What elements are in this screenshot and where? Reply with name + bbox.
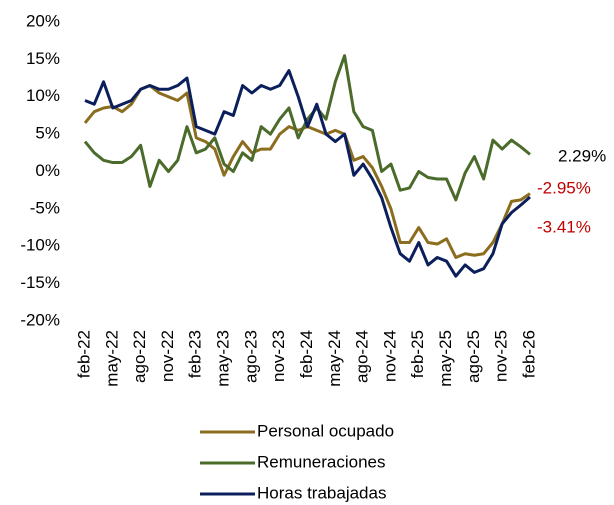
end-label: -2.95% [537,178,591,197]
end-label: 2.29% [558,146,606,165]
legend-label: Remuneraciones [257,452,386,471]
y-tick-label: -10% [20,236,60,255]
x-tick-label: ago-25 [464,330,483,383]
x-tick-label: nov-23 [269,330,288,382]
x-tick-label: may-23 [214,330,233,387]
legend-label: Personal ocupado [257,421,394,440]
x-tick-label: may-22 [102,330,121,387]
y-tick-label: 15% [26,49,60,68]
series-line [83,54,531,202]
end-label: -3.41% [537,217,591,236]
y-tick-label: 5% [35,124,60,143]
y-tick-label: -5% [30,198,60,217]
x-tick-label: ago-23 [241,330,260,383]
y-tick-label: -15% [20,273,60,292]
y-tick-label: 20% [26,11,60,30]
legend-label: Horas trabajadas [257,483,386,502]
x-tick-label: nov-25 [492,330,511,382]
y-tick-label: 0% [35,161,60,180]
x-tick-label: feb-23 [186,330,205,378]
x-tick-label: feb-25 [408,330,427,378]
x-tick-label: may-25 [436,330,455,387]
x-tick-label: nov-24 [380,330,399,382]
y-tick-label: -20% [20,310,60,329]
x-tick-label: feb-24 [297,330,316,378]
x-tick-label: feb-22 [74,330,93,378]
series-line [84,69,531,278]
x-tick-label: may-24 [325,330,344,387]
x-tick-label: nov-22 [158,330,177,382]
x-tick-label: feb-26 [519,330,538,378]
y-tick-label: 10% [26,86,60,105]
x-tick-label: ago-24 [353,330,372,383]
x-tick-label: ago-22 [130,330,149,383]
series-line [83,84,531,259]
